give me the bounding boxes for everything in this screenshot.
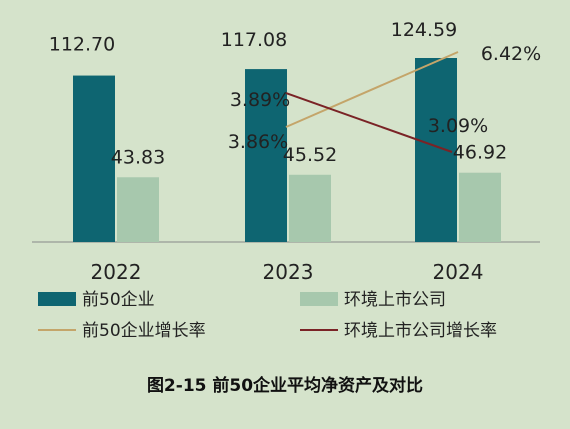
bar-value-label: 43.83 (111, 146, 165, 168)
x-tick-label: 2023 (263, 260, 314, 284)
legend-swatch (38, 292, 76, 306)
bar-listed-2023 (289, 174, 331, 242)
legend-item: 环境上市公司增长率 (300, 321, 497, 341)
legend-label: 前50企业 (82, 290, 155, 310)
bar-value-label: 117.08 (221, 29, 287, 51)
line-listed-growth (285, 92, 453, 153)
chart-title: 图2-15 前50企业平均净资产及对比 (147, 375, 423, 396)
bar-top50-2022 (73, 75, 115, 242)
legend-item: 前50企业增长率 (38, 321, 206, 341)
growth-rate-label: 3.86% (228, 131, 288, 153)
x-tick-label: 2022 (91, 260, 142, 284)
bar-top50-2024 (415, 58, 457, 242)
bar-top50-2023 (245, 69, 287, 243)
legend-item: 前50企业 (38, 290, 155, 310)
legend-label: 环境上市公司增长率 (344, 321, 497, 341)
bar-listed-2022 (117, 177, 159, 242)
growth-rate-label: 3.89% (230, 89, 290, 111)
bar-value-label: 112.70 (49, 34, 115, 56)
legend-swatch (300, 292, 338, 306)
growth-rate-label: 6.42% (481, 43, 541, 65)
legend-item: 环境上市公司 (300, 290, 446, 310)
growth-rate-label: 3.09% (428, 115, 488, 137)
bar-value-label: 46.92 (453, 142, 507, 164)
bar-listed-2024 (459, 172, 501, 242)
bar-value-label: 124.59 (391, 19, 457, 41)
legend-label: 环境上市公司 (344, 290, 446, 310)
legend-label: 前50企业增长率 (82, 321, 206, 341)
bar-value-label: 45.52 (283, 144, 337, 166)
line-top50-growth (285, 51, 459, 128)
x-tick-label: 2024 (433, 260, 484, 284)
